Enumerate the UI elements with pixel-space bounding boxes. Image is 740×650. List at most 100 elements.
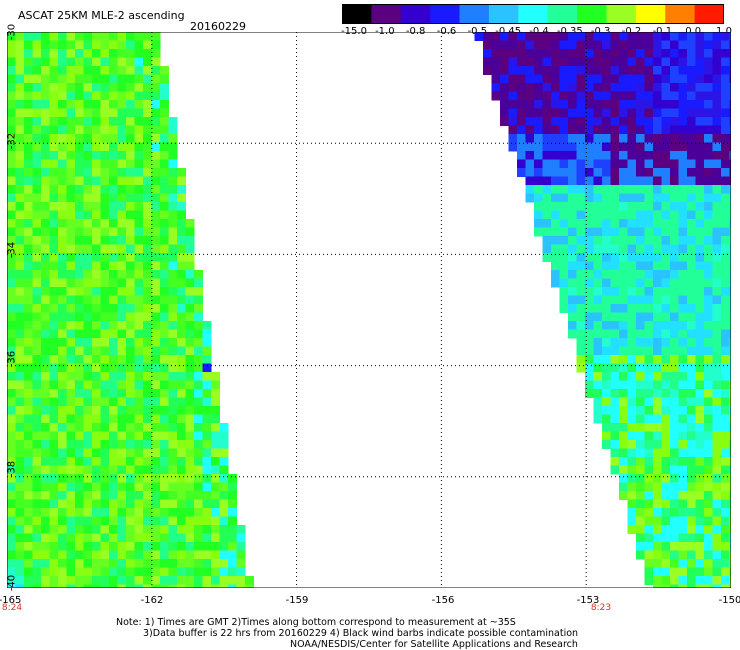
data-cell [202,321,212,330]
data-cell [66,525,76,534]
data-cell [636,542,645,551]
data-cell [219,542,229,551]
data-cell [41,550,50,560]
data-cell [160,491,169,500]
data-cell [75,355,84,364]
data-cell [134,346,144,356]
data-cell [534,40,543,50]
data-cell [24,338,33,347]
data-cell [143,414,152,424]
data-cell [525,193,535,203]
data-cell [117,159,127,169]
data-cell [134,338,144,347]
data-cell [712,270,722,279]
data-cell [593,57,603,67]
data-cell [729,295,731,305]
data-cell [619,482,628,492]
data-cell [117,584,127,588]
data-cell [15,142,25,152]
data-cell [100,236,110,245]
data-cell [219,457,229,466]
data-cell [202,457,212,466]
data-cell [551,40,560,50]
data-cell [58,355,67,364]
data-cell [126,516,135,526]
data-cell [41,448,50,458]
data-cell [678,227,688,237]
data-cell [236,542,246,551]
data-cell [117,559,127,568]
data-cell [619,193,628,203]
data-cell [627,482,637,492]
data-cell [670,236,679,245]
data-cell [75,219,84,228]
data-cell [100,516,110,526]
data-cell [75,363,84,373]
data-cell [7,244,16,254]
data-cell [24,525,33,534]
data-cell [185,295,195,305]
data-cell [32,346,42,356]
data-cell [7,253,16,262]
data-cell [721,244,730,254]
data-cell [576,295,586,305]
data-cell [704,176,713,186]
data-cell [593,397,603,407]
data-cell [168,465,178,475]
data-cell [644,134,654,143]
data-cell [542,244,552,254]
data-cell [168,355,178,364]
data-cell [41,125,50,135]
data-cell [636,108,645,118]
data-cell [160,363,169,373]
data-cell [177,559,186,568]
data-cell [576,278,586,288]
data-cell [58,142,67,152]
data-cell [661,210,671,220]
data-cell [704,525,713,534]
data-cell [559,176,569,186]
data-cell [143,380,152,390]
data-cell [712,338,722,347]
data-cell [109,584,118,588]
data-cell [704,142,713,152]
data-cell [15,491,25,500]
data-cell [619,185,628,194]
data-cell [653,108,662,118]
data-cell [66,49,76,58]
data-cell [602,49,611,58]
data-cell [627,108,637,118]
data-cell [117,134,127,143]
data-cell [721,414,730,424]
data-cell [7,91,16,101]
data-cell [83,397,93,407]
data-cell [610,219,620,228]
data-cell [534,49,543,58]
data-cell [41,380,50,390]
data-cell [695,295,705,305]
data-cell [15,550,25,560]
data-cell [160,261,169,271]
data-cell [160,465,169,475]
data-cell [7,346,16,356]
data-cell [712,304,722,313]
data-cell [670,567,679,577]
data-cell [185,219,195,228]
data-cell [687,363,696,373]
data-cell [687,151,696,160]
data-cell [712,74,722,84]
data-cell [525,83,535,92]
data-cell [7,125,16,135]
data-cell [15,66,25,75]
data-cell [15,440,25,449]
data-cell [687,482,696,492]
data-cell [559,125,569,135]
data-cell [49,125,59,135]
data-cell [653,474,662,483]
data-cell [160,100,169,109]
data-cell [593,270,603,279]
data-cell [687,542,696,551]
data-cell [593,406,603,415]
data-cell [721,100,730,109]
data-cell [92,406,101,415]
